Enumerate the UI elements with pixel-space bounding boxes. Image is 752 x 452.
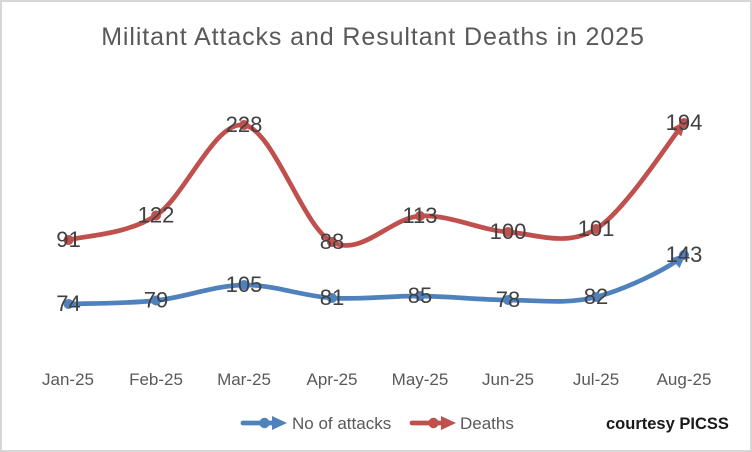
svg-text:May-25: May-25 bbox=[392, 370, 449, 389]
svg-text:Militant Attacks and Resultant: Militant Attacks and Resultant Deaths in… bbox=[101, 23, 645, 51]
svg-text:No of attacks: No of attacks bbox=[292, 414, 391, 433]
svg-text:113: 113 bbox=[402, 203, 437, 228]
svg-text:Feb-25: Feb-25 bbox=[129, 370, 183, 389]
svg-text:Jun-25: Jun-25 bbox=[482, 370, 534, 389]
svg-text:Deaths: Deaths bbox=[460, 414, 514, 433]
svg-text:228: 228 bbox=[226, 112, 263, 137]
svg-text:74: 74 bbox=[56, 291, 80, 316]
svg-text:101: 101 bbox=[578, 216, 615, 241]
svg-text:82: 82 bbox=[584, 284, 608, 309]
svg-text:courtesy PICSS: courtesy PICSS bbox=[606, 415, 729, 433]
svg-text:88: 88 bbox=[320, 229, 344, 254]
svg-text:91: 91 bbox=[56, 227, 80, 252]
svg-text:122: 122 bbox=[138, 203, 175, 228]
svg-text:Jan-25: Jan-25 bbox=[42, 370, 94, 389]
svg-text:Jul-25: Jul-25 bbox=[573, 370, 619, 389]
svg-text:105: 105 bbox=[226, 272, 263, 297]
svg-text:81: 81 bbox=[320, 285, 344, 310]
svg-text:100: 100 bbox=[490, 219, 527, 244]
svg-text:Mar-25: Mar-25 bbox=[217, 370, 271, 389]
svg-text:Aug-25: Aug-25 bbox=[657, 370, 712, 389]
svg-text:194: 194 bbox=[666, 110, 703, 135]
svg-text:Apr-25: Apr-25 bbox=[306, 370, 357, 389]
svg-text:143: 143 bbox=[666, 242, 703, 267]
svg-text:79: 79 bbox=[144, 288, 168, 313]
svg-text:85: 85 bbox=[408, 283, 432, 308]
svg-text:78: 78 bbox=[496, 287, 520, 312]
